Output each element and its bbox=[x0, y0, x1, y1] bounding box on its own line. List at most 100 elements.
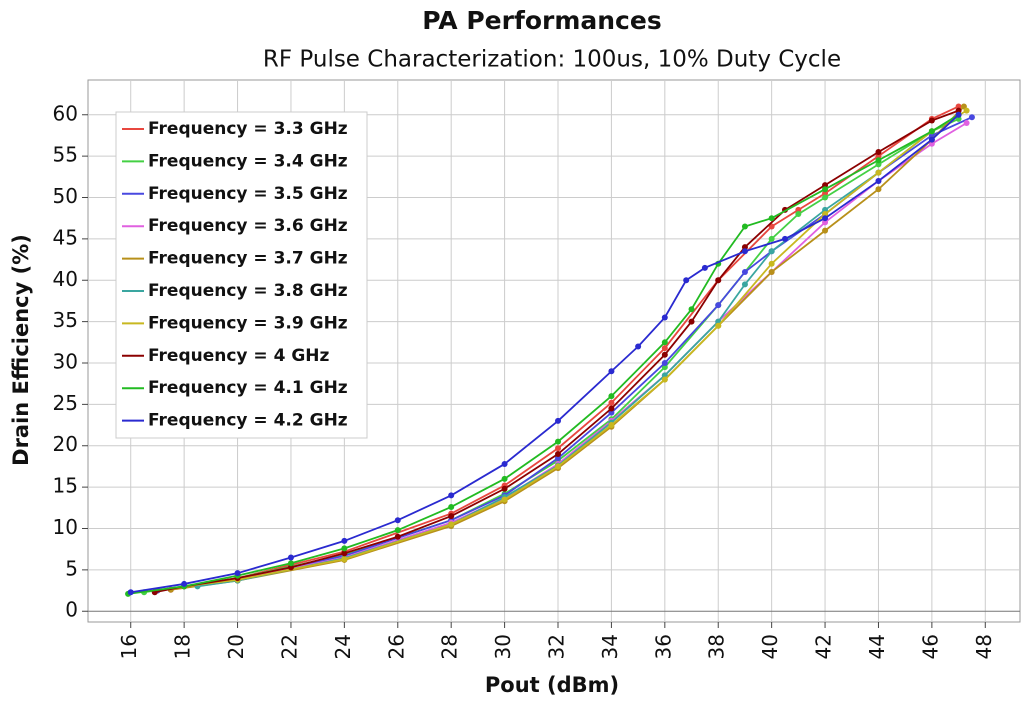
data-point bbox=[928, 128, 935, 135]
data-point bbox=[781, 235, 788, 242]
data-point bbox=[555, 445, 562, 452]
x-tick-label: 16 bbox=[117, 634, 141, 659]
y-tick-label: 40 bbox=[53, 267, 78, 291]
series-line bbox=[130, 114, 960, 594]
x-tick-label: 36 bbox=[651, 634, 675, 659]
data-point bbox=[234, 570, 241, 577]
data-point bbox=[555, 451, 562, 458]
data-point bbox=[661, 345, 668, 352]
data-point bbox=[822, 190, 829, 197]
x-axis-label: Pout (dBm) bbox=[485, 673, 619, 697]
x-tick-label: 30 bbox=[491, 634, 515, 659]
data-point bbox=[661, 314, 668, 321]
data-point bbox=[955, 107, 962, 114]
data-point bbox=[741, 244, 748, 251]
legend-label: Frequency = 3.5 GHz bbox=[148, 184, 348, 204]
data-point bbox=[822, 211, 829, 218]
x-tick-label: 32 bbox=[545, 634, 569, 659]
data-point bbox=[795, 211, 802, 218]
data-point bbox=[875, 148, 882, 155]
y-tick-label: 5 bbox=[65, 556, 78, 580]
data-point bbox=[963, 107, 970, 114]
data-point bbox=[394, 517, 401, 524]
x-tick-label: 26 bbox=[384, 634, 408, 659]
data-point bbox=[741, 223, 748, 230]
data-point bbox=[768, 215, 775, 222]
data-point bbox=[448, 503, 455, 510]
data-point bbox=[501, 475, 508, 482]
y-tick-label: 55 bbox=[53, 143, 78, 167]
data-point bbox=[661, 364, 668, 371]
data-point bbox=[661, 339, 668, 346]
data-point bbox=[341, 550, 348, 557]
data-point bbox=[341, 545, 348, 552]
data-point bbox=[127, 589, 134, 596]
data-point bbox=[822, 194, 829, 201]
data-point bbox=[287, 560, 294, 567]
data-point bbox=[608, 422, 615, 429]
y-tick-label: 45 bbox=[53, 225, 78, 249]
x-tick-label: 34 bbox=[598, 634, 622, 659]
x-tick-label: 20 bbox=[224, 634, 248, 659]
y-tick-label: 25 bbox=[53, 391, 78, 415]
data-point bbox=[608, 405, 615, 412]
data-point bbox=[768, 235, 775, 242]
data-point bbox=[795, 206, 802, 213]
y-tick-label: 15 bbox=[53, 474, 78, 498]
data-point bbox=[555, 455, 562, 462]
data-point bbox=[928, 140, 935, 147]
series-line bbox=[184, 109, 968, 588]
data-point bbox=[501, 460, 508, 467]
legend-label: Frequency = 3.4 GHz bbox=[148, 151, 348, 171]
data-point bbox=[741, 248, 748, 255]
data-point bbox=[875, 177, 882, 184]
data-point bbox=[688, 306, 695, 313]
data-point bbox=[287, 564, 294, 571]
legend-label: Frequency = 4.2 GHz bbox=[148, 411, 348, 431]
data-point bbox=[635, 343, 642, 350]
data-point bbox=[875, 169, 882, 176]
y-tick-label: 50 bbox=[53, 184, 78, 208]
data-point bbox=[768, 268, 775, 275]
data-point bbox=[741, 268, 748, 275]
x-tick-label: 40 bbox=[758, 634, 782, 659]
data-point bbox=[822, 186, 829, 193]
x-tick-label: 42 bbox=[812, 634, 836, 659]
data-point bbox=[822, 215, 829, 222]
data-point bbox=[963, 120, 970, 127]
data-point bbox=[555, 417, 562, 424]
data-point bbox=[448, 492, 455, 499]
x-tick-label: 22 bbox=[277, 634, 301, 659]
data-point bbox=[715, 302, 722, 309]
data-point bbox=[287, 554, 294, 561]
data-point bbox=[181, 580, 188, 587]
data-point bbox=[875, 186, 882, 193]
legend-label: Frequency = 3.6 GHz bbox=[148, 216, 348, 236]
y-axis-label: Drain Efficiency (%) bbox=[9, 234, 33, 466]
data-point bbox=[875, 161, 882, 168]
x-tick-label: 28 bbox=[438, 634, 462, 659]
data-point bbox=[768, 248, 775, 255]
data-point bbox=[928, 136, 935, 143]
data-point bbox=[555, 438, 562, 445]
y-tick-label: 0 bbox=[65, 598, 78, 622]
data-point bbox=[688, 318, 695, 325]
data-point bbox=[715, 322, 722, 329]
data-point bbox=[955, 111, 962, 118]
x-tick-label: 18 bbox=[171, 634, 195, 659]
y-tick-label: 20 bbox=[53, 432, 78, 456]
data-point bbox=[822, 219, 829, 226]
y-tick-label: 30 bbox=[53, 349, 78, 373]
legend-box bbox=[115, 111, 368, 439]
legend-label: Frequency = 3.7 GHz bbox=[148, 249, 348, 269]
y-tick-label: 10 bbox=[53, 515, 78, 539]
data-point bbox=[741, 281, 748, 288]
legend-label: Frequency = 3.8 GHz bbox=[148, 281, 348, 301]
x-tick-label: 38 bbox=[705, 634, 729, 659]
data-point bbox=[608, 409, 615, 416]
data-point bbox=[715, 277, 722, 284]
data-point bbox=[608, 399, 615, 406]
chart-subtitle: RF Pulse Characterization: 100us, 10% Du… bbox=[263, 47, 841, 73]
data-point bbox=[661, 351, 668, 358]
